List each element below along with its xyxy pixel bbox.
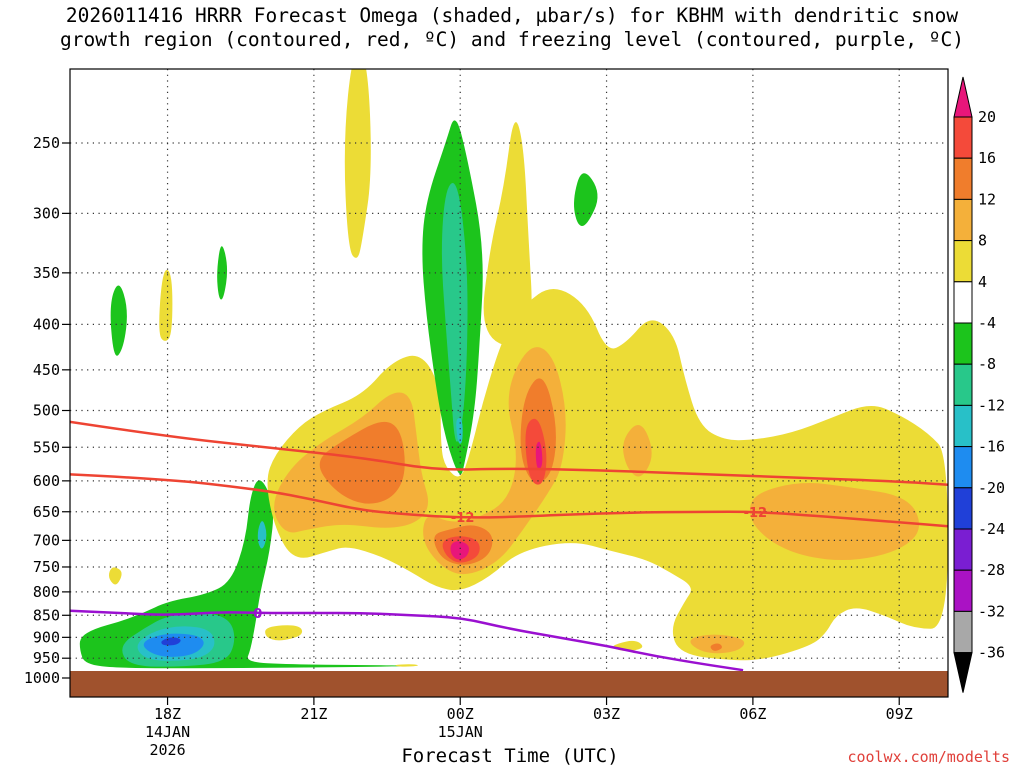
- omega-cyan-sliver: [257, 521, 267, 549]
- contour-dgz-top: [70, 420, 948, 486]
- grid: [70, 69, 948, 671]
- ytick-label-1000: 1000: [24, 669, 60, 687]
- colorbar-swatch-8: [953, 446, 973, 489]
- xtick-label-06Z: 06Z: [739, 705, 766, 723]
- y-axis: 250 300 350 400 450 500 550 600 650 700 750 800 850 9…: [24, 134, 70, 687]
- ytick-label-350: 350: [33, 264, 60, 282]
- colorbar-label-0: 20: [978, 108, 996, 126]
- xtick-sub2-18Z: 2026: [149, 741, 185, 759]
- ytick-label-850: 850: [33, 606, 60, 624]
- colorbar-swatch-7: [953, 404, 973, 448]
- plot-frame: [69, 68, 949, 698]
- omega-yellow-small-1: [109, 567, 122, 585]
- contours: -12 -12 0: [70, 420, 948, 672]
- xtick-label-09Z: 09Z: [886, 705, 913, 723]
- colorbar-label-11: -28: [978, 561, 1005, 579]
- omega-darkorange-left: [319, 421, 405, 504]
- colorbar-swatch-5: [953, 322, 973, 365]
- omega-yellow-small-2: [159, 269, 173, 341]
- colorbar-swatch-10: [953, 528, 973, 571]
- ytick-label-450: 450: [33, 361, 60, 379]
- contour-label-dgz-left: -12: [451, 511, 475, 526]
- ytick-label-250: 250: [33, 134, 60, 152]
- colorbar-swatch-9: [953, 487, 973, 530]
- x-axis-label: Forecast Time (UTC): [401, 745, 619, 767]
- xtick-label-00Z: 00Z: [447, 705, 474, 723]
- omega-yellow-tower: [483, 122, 532, 347]
- ytick-label-750: 750: [33, 558, 60, 576]
- contour-label-freezing: 0: [253, 607, 262, 622]
- xtick-sub1-18Z: 14JAN: [145, 723, 190, 741]
- colorbar-arrow-bottom: [953, 652, 973, 693]
- xtick-sub1-00Z: 15JAN: [438, 723, 483, 741]
- colorbar: 20 16 12 8 4 -4 -8 -12 -16 -20 -24 -28 -32 -36: [953, 76, 1005, 693]
- colorbar-label-3: 8: [978, 232, 987, 250]
- omega-cyan-tower: [456, 418, 463, 444]
- xtick-label-18Z: 18Z: [154, 705, 181, 723]
- omega-green-left-1: [110, 285, 127, 356]
- ytick-label-700: 700: [33, 531, 60, 549]
- colorbar-label-4: 4: [978, 273, 987, 291]
- omega-green-right: [574, 173, 598, 226]
- omega-yellow-small-3: [265, 625, 303, 641]
- colorbar-swatch-12: [953, 610, 973, 654]
- xtick-label-21Z: 21Z: [300, 705, 327, 723]
- colorbar-swatch-4: [953, 281, 973, 324]
- omega-blue-lowlevel: [143, 633, 204, 657]
- colorbar-swatch-6: [953, 363, 973, 406]
- ytick-label-400: 400: [33, 315, 60, 333]
- ytick-label-800: 800: [33, 583, 60, 601]
- omega-yellow-plume: [344, 69, 371, 258]
- colorbar-swatch-2: [953, 198, 973, 242]
- colorbar-label-13: -36: [978, 644, 1005, 662]
- ground-surface: [70, 671, 948, 697]
- colorbar-label-9: -20: [978, 479, 1005, 497]
- colorbar-label-12: -32: [978, 602, 1005, 620]
- colorbar-label-5: -4: [978, 314, 996, 332]
- colorbar-swatch-1: [953, 157, 973, 200]
- colorbar-label-2: 12: [978, 190, 996, 208]
- ytick-label-300: 300: [33, 204, 60, 222]
- ytick-label-950: 950: [33, 649, 60, 667]
- omega-magenta-core-low: [450, 541, 470, 560]
- colorbar-swatch-3: [953, 240, 973, 283]
- xtick-label-03Z: 03Z: [593, 705, 620, 723]
- contour-freezing-level: [70, 609, 744, 672]
- credit-link[interactable]: coolwx.com/modelts: [847, 748, 1010, 766]
- omega-magenta-core-mid: [535, 441, 543, 470]
- omega-darkorange-right: [710, 643, 722, 651]
- contour-label-dgz-right: -12: [744, 506, 768, 521]
- ytick-label-900: 900: [33, 628, 60, 646]
- omega-orange-right-small: [623, 424, 652, 477]
- omega-teal-tower: [441, 183, 468, 442]
- ytick-label-650: 650: [33, 503, 60, 521]
- colorbar-label-6: -8: [978, 355, 996, 373]
- colorbar-label-10: -24: [978, 520, 1005, 538]
- ytick-label-500: 500: [33, 402, 60, 420]
- omega-shading: [79, 69, 948, 669]
- colorbar-label-1: 16: [978, 149, 996, 167]
- colorbar-swatch-11: [953, 569, 973, 612]
- colorbar-arrow-top: [953, 76, 973, 118]
- colorbar-swatch-0: [953, 116, 973, 159]
- omega-darkblue-core: [161, 637, 181, 646]
- omega-green-left-2: [217, 246, 228, 300]
- ytick-label-550: 550: [33, 438, 60, 456]
- contour-dgz-bottom: [70, 473, 948, 528]
- chart-title: 2026011416 HRRR Forecast Omega (shaded, …: [60, 4, 964, 51]
- colorbar-label-7: -12: [978, 396, 1005, 414]
- colorbar-label-8: -16: [978, 438, 1005, 456]
- ytick-label-600: 600: [33, 472, 60, 490]
- omega-orange-right: [749, 483, 920, 561]
- omega-yellow-small-5: [395, 664, 418, 667]
